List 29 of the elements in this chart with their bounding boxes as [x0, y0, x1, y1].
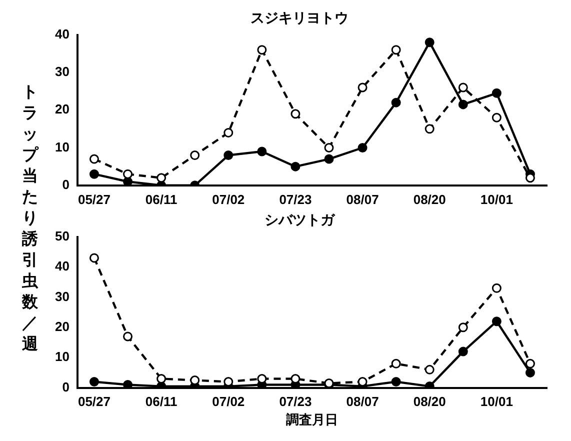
chart-title: スジキリヨトウ	[250, 9, 348, 26]
x-tick-label: 07/02	[212, 394, 245, 410]
x-tick-label: 05/27	[78, 192, 111, 207]
y-tick-label: 30	[54, 64, 70, 80]
y-tick-label: 10	[54, 349, 70, 364]
x-tick-label: 08/07	[346, 192, 379, 207]
x-tick-label: 05/27	[78, 394, 111, 410]
x-axis-title: 調査月日	[286, 412, 338, 427]
x-tick-label: 06/11	[145, 192, 178, 207]
x-tick-label: 08/20	[413, 192, 446, 207]
y-tick-label: 50	[54, 228, 70, 244]
x-tick-label: 08/07	[346, 394, 379, 410]
y-tick-label: 0	[62, 379, 70, 394]
x-tick-label: 08/20	[413, 394, 446, 410]
x-tick-label: 07/23	[279, 192, 312, 207]
y-tick-label: 0	[62, 176, 70, 192]
y-tick-label: 10	[54, 139, 70, 154]
y-tick-label: 30	[54, 288, 70, 304]
x-tick-label: 07/02	[212, 192, 245, 207]
x-tick-label: 10/01	[480, 394, 513, 410]
y-tick-label: 20	[54, 102, 70, 117]
x-tick-label: 10/01	[480, 192, 513, 207]
y-tick-label: 40	[54, 26, 70, 42]
x-tick-label: 07/23	[279, 394, 312, 410]
text: トラップ当たり誘引虫数／週	[22, 84, 38, 352]
chart-title: シバツトガ	[264, 211, 336, 228]
y-tick-label: 20	[54, 318, 70, 334]
x-tick-label: 06/11	[145, 394, 178, 410]
y-tick-label: 40	[54, 258, 70, 274]
